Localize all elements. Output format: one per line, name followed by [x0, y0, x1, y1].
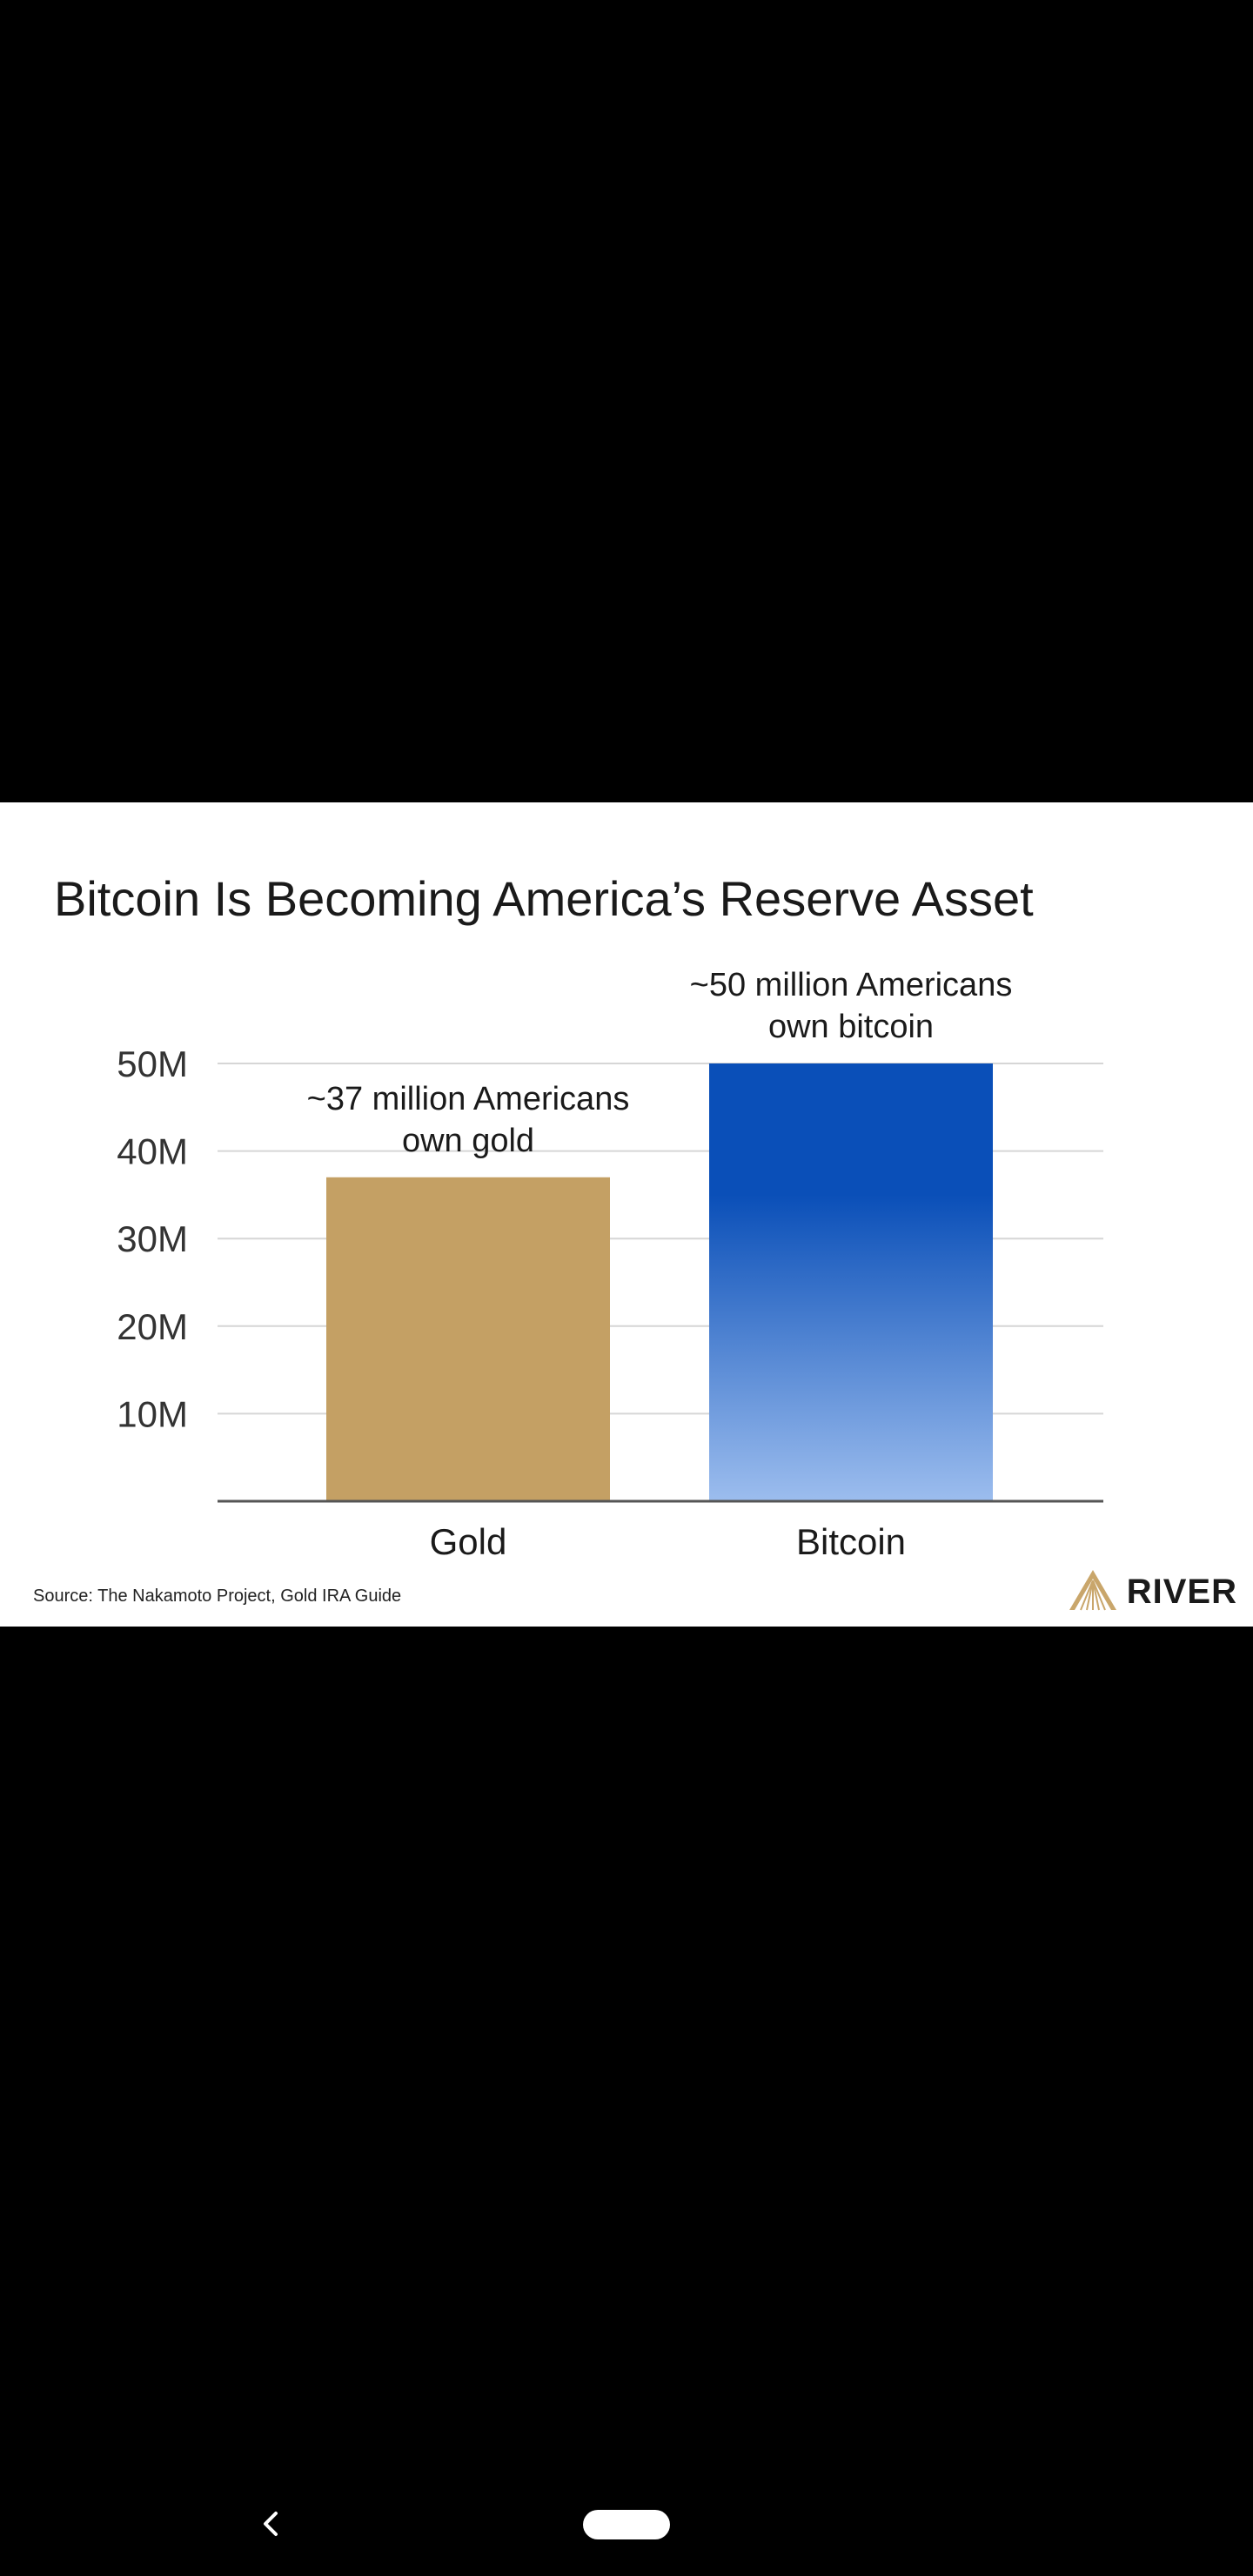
category-label-bitcoin: Bitcoin — [796, 1521, 906, 1562]
bar-gold — [326, 1177, 610, 1501]
data-label-bitcoin: own bitcoin — [768, 1009, 934, 1045]
y-tick-label: 40M — [117, 1131, 188, 1172]
y-tick-label: 20M — [117, 1306, 188, 1347]
river-mountain-logo-icon — [1068, 1568, 1118, 1616]
data-label-gold: ~37 million Americans — [307, 1081, 630, 1117]
brand-name: RIVER — [1126, 1573, 1237, 1611]
source-note: Source: The Nakamoto Project, Gold IRA G… — [33, 1587, 402, 1606]
y-axis-ticks: 10M 20M 30M 40M 50M — [117, 1043, 188, 1434]
system-navigation-bar — [0, 2472, 1253, 2576]
bar-bitcoin — [709, 1063, 993, 1501]
y-tick-label: 50M — [117, 1043, 188, 1084]
brand-logo: RIVER — [1068, 1568, 1237, 1616]
x-axis-labels: Gold Bitcoin — [430, 1521, 906, 1562]
y-tick-label: 10M — [117, 1393, 188, 1434]
chart-image: Bitcoin Is Becoming America’s Reserve As… — [0, 802, 1253, 1627]
bars — [326, 1063, 993, 1501]
chart-title: Bitcoin Is Becoming America’s Reserve As… — [54, 871, 1034, 926]
data-label-bitcoin: ~50 million Americans — [690, 967, 1013, 1003]
data-label-gold: own gold — [402, 1123, 534, 1159]
annotations: ~37 million Americans own gold ~50 million… — [307, 967, 1013, 1159]
home-pill-button[interactable] — [583, 2510, 670, 2539]
y-tick-label: 30M — [117, 1218, 188, 1259]
category-label-gold: Gold — [430, 1521, 507, 1562]
chevron-left-icon[interactable] — [252, 2505, 291, 2543]
bar-chart: 10M 20M 30M 40M 50M ~37 million Americans own… — [117, 967, 1103, 1562]
